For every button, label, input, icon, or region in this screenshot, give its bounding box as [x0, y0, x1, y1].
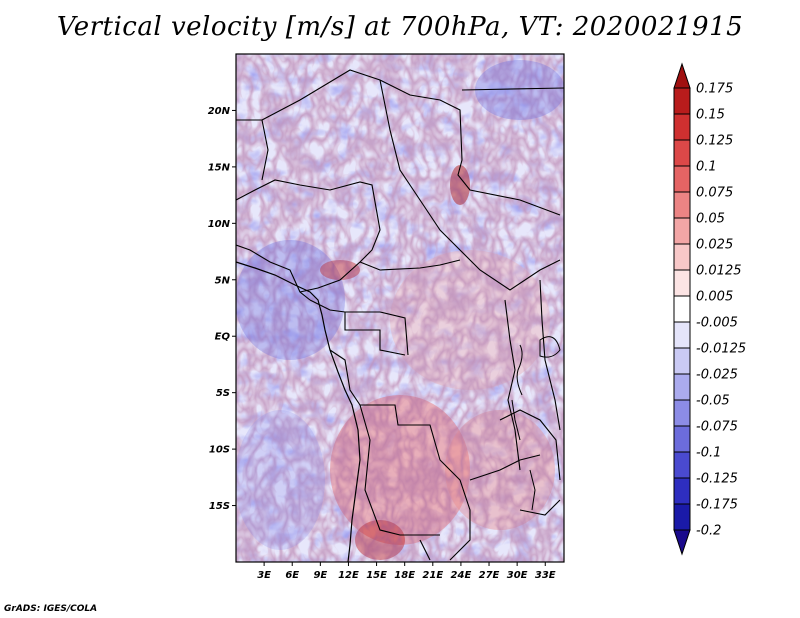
lat-tick-label: 5S: [216, 388, 230, 399]
colorbar-swatch: [673, 165, 691, 193]
colorbar-swatch: [673, 373, 691, 401]
colorbar-swatch: [673, 139, 691, 167]
colorbar-swatch: [673, 425, 691, 453]
colorbar-label: -0.175: [696, 498, 738, 513]
colorbar-label: -0.125: [696, 472, 738, 487]
colorbar-swatch: [673, 295, 691, 323]
colorbar-swatch: [673, 477, 691, 505]
colorbar-swatch: [673, 321, 691, 349]
lat-tick-label: EQ: [215, 332, 231, 343]
lon-tick-label: 33E: [535, 570, 556, 581]
colorbar-label: 0.175: [696, 82, 733, 97]
lon-tick-label: 21E: [422, 570, 443, 581]
colorbar-swatch: [673, 217, 691, 245]
colorbar-swatch: [673, 113, 691, 141]
colorbar-label: 0.15: [696, 108, 725, 123]
colorbar-swatch: [673, 451, 691, 479]
map-frame: [235, 53, 565, 563]
lat-tick-label: 20N: [208, 106, 231, 117]
colorbar-swatch: [673, 87, 691, 115]
colorbar-label: 0.05: [696, 212, 725, 227]
lat-tick-label: 15N: [208, 162, 231, 173]
lon-tick-label: 15E: [366, 570, 387, 581]
lon-tick-label: 24E: [451, 570, 472, 581]
colorbar-label: 0.025: [696, 238, 733, 253]
colorbar-label: -0.1: [696, 446, 721, 461]
lat-tick-label: 10S: [209, 445, 230, 456]
colorbar-label: -0.0125: [696, 342, 746, 357]
colorbar-label: 0.075: [696, 186, 733, 201]
colorbar-swatch: [673, 243, 691, 271]
colorbar-label: -0.075: [696, 420, 738, 435]
lakes: [511, 336, 561, 511]
lat-tick-label: 10N: [208, 219, 231, 230]
coastline: [235, 261, 361, 563]
lat-tick-label: 5N: [215, 275, 231, 286]
lat-tick-label: 15S: [209, 501, 230, 512]
lon-tick-label: 3E: [257, 570, 271, 581]
colorbar-swatch: [673, 269, 691, 297]
colorbar-label: -0.025: [696, 368, 738, 383]
colorbar-swatch: [673, 191, 691, 219]
lon-tick-label: 27E: [479, 570, 500, 581]
latitude-axis: 20N 15N 10N 5N EQ 5S 10S 15S: [208, 106, 236, 512]
colorbar-label: -0.05: [696, 394, 730, 409]
colorbar-label: -0.005: [696, 316, 738, 331]
lon-tick-label: 18E: [394, 570, 415, 581]
colorbar-label: 0.0125: [696, 264, 742, 279]
colorbar-label: -0.2: [696, 524, 721, 539]
lon-tick-label: 30E: [507, 570, 528, 581]
lon-tick-label: 12E: [338, 570, 359, 581]
lon-tick-label: 9E: [313, 570, 327, 581]
lon-tick-label: 6E: [285, 570, 299, 581]
colorbar-label: 0.005: [696, 290, 733, 305]
colorbar-label: 0.1: [696, 160, 717, 175]
colorbar-bottom-arrow: [673, 529, 691, 556]
chart-title: Vertical velocity [m/s] at 700hPa, VT: 2…: [56, 12, 744, 42]
colorbar-label: 0.125: [696, 134, 733, 149]
colorbar-swatch: [673, 399, 691, 427]
colorbar-swatch: [673, 347, 691, 375]
longitude-axis: 3E 6E 9E 12E 15E 18E 21E 24E 27E 30E 33E: [257, 562, 556, 581]
colorbar-top-arrow: [673, 62, 691, 89]
grads-credit: GrADS: IGES/COLA: [4, 604, 98, 614]
country-boundaries: [236, 69, 564, 561]
colorbar-swatch: [673, 503, 691, 531]
